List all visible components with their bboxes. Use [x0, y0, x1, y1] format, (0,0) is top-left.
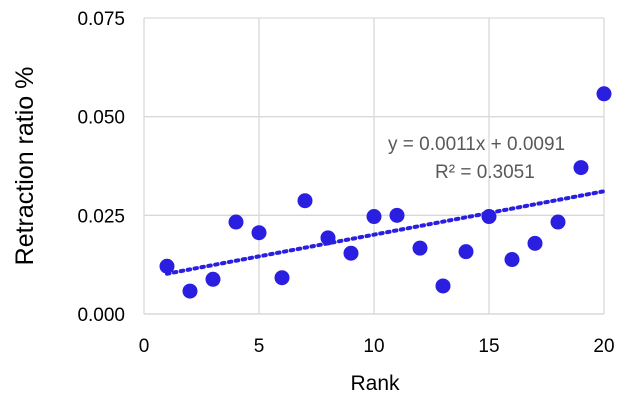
x-tick-label: 5	[254, 336, 265, 357]
data-points	[159, 86, 612, 299]
grid-lines	[143, 17, 605, 314]
y-tick-label: 0.000	[77, 305, 125, 326]
data-point	[228, 214, 244, 230]
trendline	[165, 189, 606, 276]
data-point	[159, 258, 175, 274]
trendline-equation: y = 0.0011x + 0.0091	[388, 134, 565, 155]
x-tick-label: 15	[478, 336, 499, 357]
data-point	[320, 230, 336, 246]
x-tick-label: 0	[139, 336, 150, 357]
data-point	[205, 271, 221, 287]
y-tick-label: 0.050	[77, 108, 125, 129]
y-tick-label: 0.025	[77, 206, 125, 227]
data-point	[366, 209, 382, 225]
x-axis-title: Rank	[350, 372, 400, 395]
data-point	[251, 225, 267, 241]
data-point	[274, 270, 290, 286]
data-point	[389, 207, 405, 223]
y-tick-labels: 0.000 0.025 0.050 0.075	[77, 9, 125, 326]
data-point	[182, 283, 198, 299]
x-tick-label: 10	[363, 336, 384, 357]
data-point	[412, 240, 428, 256]
data-point	[458, 244, 474, 260]
data-point	[435, 278, 451, 294]
data-point	[596, 86, 612, 102]
data-point	[550, 214, 566, 230]
data-point	[297, 193, 313, 209]
x-tick-label: 20	[593, 336, 614, 357]
y-axis-title: Retraction ratio %	[11, 67, 39, 266]
data-point	[343, 245, 359, 261]
trendline-r-squared: R² = 0.3051	[435, 162, 535, 183]
data-point	[573, 160, 589, 176]
y-tick-label: 0.075	[77, 9, 125, 30]
x-tick-labels: 0 5 10 15 20	[139, 336, 615, 357]
trendline-group	[165, 189, 606, 276]
data-point	[504, 252, 520, 268]
data-point	[481, 209, 497, 225]
data-point	[527, 235, 543, 251]
